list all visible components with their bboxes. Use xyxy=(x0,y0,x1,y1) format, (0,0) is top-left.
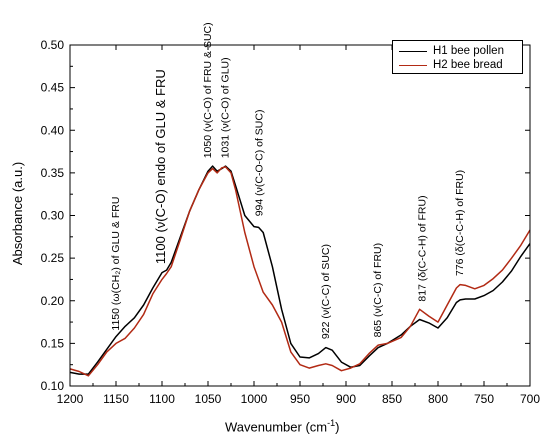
peak-annotation-5: 994 (ν(C-O-C) of SUC) xyxy=(254,110,266,217)
peak-annotation-6: 922 (ν(C-C) of SUC) xyxy=(320,244,332,339)
x-tick-label: 800 xyxy=(428,392,448,406)
y-tick-label: 0.30 xyxy=(41,209,65,223)
x-tick-label: 850 xyxy=(382,392,402,406)
x-tick-label: 1100 xyxy=(149,392,175,406)
legend-swatch-h2 xyxy=(399,64,427,66)
x-tick-label: 950 xyxy=(290,392,310,406)
legend-item-h2: H2 bee bread xyxy=(399,58,503,72)
peak-annotation-7: 865 (ν(C-C) of FRU) xyxy=(372,243,384,338)
x-axis-title: Wavenumber (cm-1) xyxy=(225,418,339,434)
peak-annotation-1: 1150 (ω(CH₂) of GLU & FRU xyxy=(110,197,122,331)
legend-item-h1: H1 bee pollen xyxy=(399,44,504,58)
peak-annotation-4: 1031 (ν(C-O) of GLU) xyxy=(220,57,232,158)
series-line-1 xyxy=(69,165,531,375)
y-tick-label: 0.25 xyxy=(41,251,65,265)
chart-legend: H1 bee pollen H2 bee bread xyxy=(392,40,523,74)
x-tick-label: 1000 xyxy=(241,392,268,406)
x-tick-label: 900 xyxy=(336,392,356,406)
x-tick-label: 1200 xyxy=(57,392,84,406)
legend-label-h1: H1 bee pollen xyxy=(433,45,504,57)
peak-annotation-8: 817 (δ(C-C-H) of FRU) xyxy=(416,195,428,301)
x-axis-title-superscript: -1 xyxy=(327,418,336,428)
series-line-2 xyxy=(69,166,531,377)
x-tick-label: 1150 xyxy=(103,392,129,406)
y-axis-title: Absorbance (a.u.) xyxy=(10,161,26,266)
y-tick-label: 0.35 xyxy=(41,166,65,180)
y-tick-label: 0.10 xyxy=(41,379,65,393)
peak-annotation-2: 1100 (ν(C-O) endo of GLU & FRU xyxy=(153,69,168,264)
x-tick-label: 750 xyxy=(474,392,494,406)
x-axis-title-close: ) xyxy=(335,419,340,435)
legend-swatch-h1 xyxy=(399,50,427,52)
legend-label-h2: H2 bee bread xyxy=(433,59,503,71)
y-tick-label: 0.50 xyxy=(41,38,65,52)
y-tick-label: 0.20 xyxy=(41,294,65,308)
y-tick-label: 0.45 xyxy=(41,81,65,95)
x-axis-title-text: Wavenumber (cm xyxy=(225,419,328,435)
x-tick-label: 1050 xyxy=(195,392,222,406)
y-tick-label: 0.15 xyxy=(41,336,65,350)
peak-annotation-3: 1050 (ν(C-O) of FRU & SUC) xyxy=(202,22,214,158)
y-tick-label: 0.40 xyxy=(41,123,65,137)
x-tick-label: 700 xyxy=(520,392,540,406)
peak-annotation-9: 776 (δ(C-C-H) of FRU) xyxy=(454,170,466,276)
